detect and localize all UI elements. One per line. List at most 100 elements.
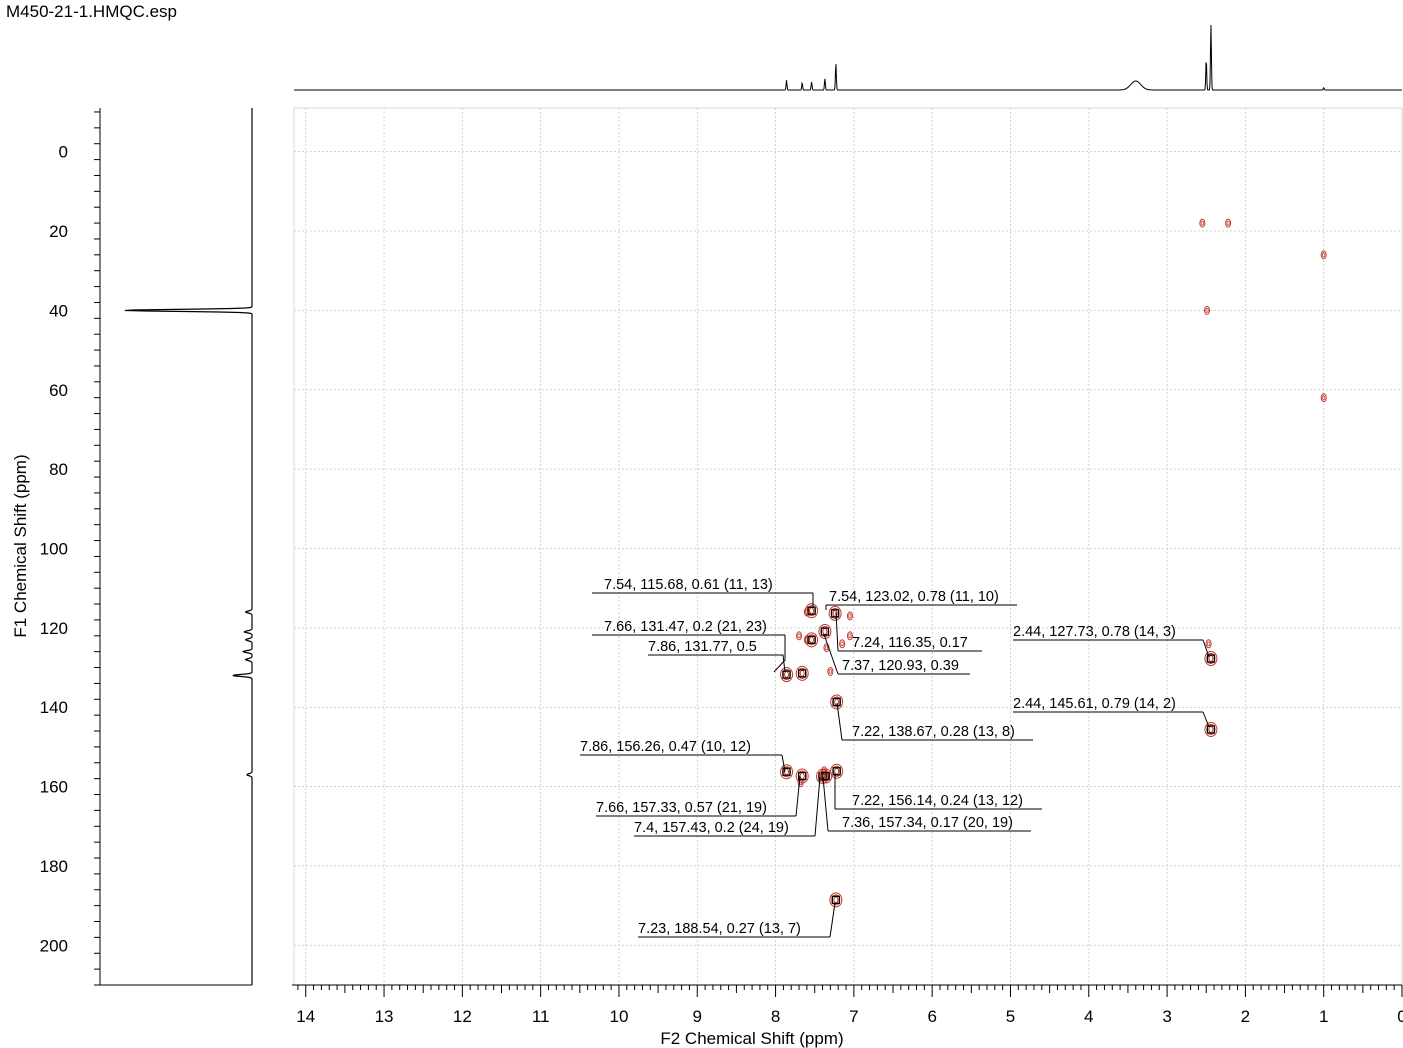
contour-ring xyxy=(818,624,832,640)
x-tick-label: 10 xyxy=(610,1007,629,1026)
contour-ring xyxy=(799,772,805,780)
contour-ring xyxy=(1204,305,1211,315)
peak-label: 7.54, 123.02, 0.78 (11, 10) xyxy=(825,589,1017,610)
contour-ring xyxy=(1322,395,1326,401)
contour-ring xyxy=(795,665,809,681)
peak-box xyxy=(798,771,807,781)
f1-projection xyxy=(124,108,253,985)
axes: 14 13 12 11 10 9 8 7 6 5 4 3 2 1 002040608010012014016… xyxy=(40,108,1403,1026)
x-tick-label: 8 xyxy=(771,1007,780,1026)
x-tick-label: 5 xyxy=(1006,1007,1015,1026)
contour-ring xyxy=(1208,655,1214,663)
contour-peak xyxy=(1199,218,1206,228)
peak-label-leader xyxy=(823,633,839,675)
peak-marker xyxy=(780,667,794,683)
peak-box xyxy=(798,669,807,678)
peak-label-text: 7.36, 157.34, 0.17 (20, 19) xyxy=(842,815,1013,831)
contour-ring xyxy=(840,641,844,647)
chart-title: M450-21-1.HMQC.esp xyxy=(6,2,178,21)
f1-spectrum-trace xyxy=(124,108,253,985)
peak-box xyxy=(831,895,841,904)
peak-label: 7.37, 120.93, 0.39 xyxy=(823,633,970,675)
contour-ring xyxy=(1204,721,1218,737)
peak-marker xyxy=(830,763,844,779)
contour-ring xyxy=(819,768,833,784)
peak-label-text: 7.37, 120.93, 0.39 xyxy=(842,658,959,674)
x-tick-label: 4 xyxy=(1084,1007,1093,1026)
contour-ring xyxy=(848,613,852,619)
contour-ring xyxy=(1206,641,1211,647)
peak-label-leader xyxy=(814,776,821,837)
contour-ring xyxy=(1208,725,1214,733)
contour-peak xyxy=(1204,305,1211,315)
peak-label-leader xyxy=(772,654,786,673)
peak-box xyxy=(1206,725,1216,734)
x-tick-label: 9 xyxy=(693,1007,702,1026)
peak-marker xyxy=(1204,651,1218,667)
y-tick-label: 140 xyxy=(40,698,68,717)
contour-ring xyxy=(809,607,815,615)
contour-peak xyxy=(846,611,853,621)
y-tick-label: 180 xyxy=(40,857,68,876)
contour-ring xyxy=(799,669,805,677)
peak-box xyxy=(782,767,791,776)
contour-ring xyxy=(1200,220,1204,226)
peak-label-text: 7.86, 131.77, 0.5 xyxy=(648,639,757,655)
contour-ring xyxy=(795,768,809,784)
x-tick-label: 14 xyxy=(296,1007,315,1026)
peak-label: 7.66, 157.33, 0.57 (21, 19) xyxy=(596,775,801,817)
contour-ring xyxy=(1205,307,1209,313)
peak-marker xyxy=(805,632,819,648)
peak-label-text: 7.22, 156.14, 0.24 (13, 12) xyxy=(852,793,1023,809)
contour-peak xyxy=(846,631,853,641)
contour-ring xyxy=(1320,250,1327,260)
peak-label: 7.36, 157.34, 0.17 (20, 19) xyxy=(822,776,1031,832)
peak-label: 7.22, 138.67, 0.28 (13, 8) xyxy=(836,702,1033,741)
y-tick-label: 20 xyxy=(49,222,68,241)
contour-ring xyxy=(809,636,815,644)
peak-marker xyxy=(805,603,819,619)
contour-ring xyxy=(846,611,853,621)
contour-ring xyxy=(784,671,790,679)
peak-label-leader xyxy=(822,776,829,832)
x-tick-label: 13 xyxy=(375,1007,394,1026)
contour-peak xyxy=(1320,393,1327,403)
f2-spectrum-trace xyxy=(294,24,1402,91)
peak-marker xyxy=(1204,721,1218,737)
peak-label: 7.86, 156.26, 0.47 (10, 12) xyxy=(580,739,786,773)
y-tick-label: 120 xyxy=(40,619,68,638)
x-tick-label: 11 xyxy=(532,1007,550,1026)
contour-ring xyxy=(1205,639,1212,649)
x-tick-label: 7 xyxy=(849,1007,858,1026)
contour-peak xyxy=(796,631,803,641)
contour-ring xyxy=(1320,393,1327,403)
contour-ring xyxy=(780,667,794,683)
peak-box xyxy=(832,767,841,776)
contour-ring xyxy=(822,628,828,636)
peak-label-text: 7.86, 156.26, 0.47 (10, 12) xyxy=(580,739,751,755)
peak-label-text: 7.4, 157.43, 0.2 (24, 19) xyxy=(634,820,789,836)
contour-peak xyxy=(827,667,834,677)
peak-label: 2.44, 145.61, 0.79 (14, 2) xyxy=(1013,696,1210,728)
peak-label-text: 7.66, 131.47, 0.2 (21, 23) xyxy=(604,619,767,635)
contour-ring xyxy=(833,896,839,904)
peak-label-leader xyxy=(836,702,843,741)
contour-ring xyxy=(1204,651,1218,667)
peak-marker xyxy=(829,892,843,908)
contour-peak xyxy=(839,639,846,649)
peak-marker xyxy=(795,768,809,784)
x-tick-label: 2 xyxy=(1241,1007,1250,1026)
x-tick-label: 0 xyxy=(1397,1007,1403,1026)
peak-label-text: 7.54, 123.02, 0.78 (11, 10) xyxy=(829,589,999,605)
x-tick-label: 3 xyxy=(1162,1007,1171,1026)
contour-ring xyxy=(797,633,801,639)
y-tick-label: 80 xyxy=(49,460,68,479)
peak-box xyxy=(820,627,830,636)
peak-label: 7.24, 116.35, 0.17 xyxy=(835,611,982,652)
peak-box xyxy=(807,606,816,615)
contour-plot xyxy=(780,218,1327,908)
contour-ring xyxy=(1322,252,1326,258)
contour-ring xyxy=(827,667,834,677)
x-tick-label: 6 xyxy=(927,1007,936,1026)
peak-marker xyxy=(819,768,833,784)
